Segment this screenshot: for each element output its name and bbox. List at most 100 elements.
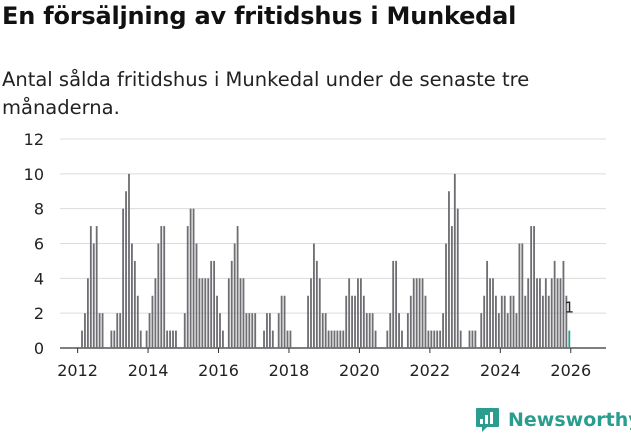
x-tick-label: 2012 [57, 361, 98, 380]
bar-latest [568, 330, 571, 348]
brand-logo[interactable]: Newsworthy [475, 406, 631, 434]
bar [515, 313, 518, 348]
bar [418, 278, 421, 348]
bar [131, 243, 133, 348]
bar [268, 313, 271, 348]
bar [556, 278, 559, 348]
bar [289, 330, 292, 348]
bar [365, 313, 368, 348]
bar [471, 330, 474, 348]
bar [169, 330, 171, 348]
bar [216, 295, 218, 348]
bar [371, 313, 374, 348]
bar [172, 330, 174, 348]
bar [362, 295, 365, 348]
bar [539, 278, 541, 348]
bar [430, 330, 433, 348]
bar [189, 208, 192, 348]
bar [242, 278, 245, 348]
bar [500, 295, 503, 348]
bar [318, 278, 321, 348]
bar [480, 313, 483, 348]
bar [166, 330, 169, 348]
bar [84, 313, 86, 348]
newsworthy-logo-icon [475, 406, 500, 434]
bar [110, 330, 113, 348]
bar [553, 260, 556, 348]
bar [136, 295, 139, 348]
bar [336, 330, 339, 348]
bar [245, 313, 248, 348]
bar [497, 313, 500, 348]
bar [409, 295, 412, 348]
bar [433, 330, 436, 348]
bar [559, 278, 562, 348]
bar [518, 243, 521, 348]
bar [415, 278, 418, 348]
y-tick-label: 10 [24, 165, 44, 184]
x-tick-label: 2020 [339, 361, 380, 380]
bar [248, 313, 251, 348]
bar [186, 226, 189, 348]
bar [345, 295, 348, 348]
y-tick-label: 8 [34, 200, 44, 219]
bar [125, 191, 127, 348]
bar [233, 243, 236, 348]
bar [183, 313, 186, 348]
bar [351, 295, 353, 348]
bar [86, 278, 89, 348]
bar [307, 295, 309, 348]
bar [330, 330, 333, 348]
y-tick-label: 6 [34, 235, 44, 254]
bar [286, 330, 289, 348]
bar [512, 295, 515, 348]
bar [277, 313, 280, 348]
y-tick-label: 0 [34, 339, 44, 358]
bar [541, 295, 544, 348]
bar [139, 330, 142, 348]
bar [412, 278, 415, 348]
x-tick-label: 2024 [480, 361, 521, 380]
bar [453, 173, 456, 348]
bar [439, 330, 442, 348]
bar [213, 260, 216, 348]
bar [509, 295, 512, 348]
bar [442, 313, 444, 348]
latest-value-label: 1 [565, 299, 575, 317]
bar [406, 313, 409, 348]
bar [324, 313, 327, 348]
bar [392, 260, 395, 348]
bar [468, 330, 471, 348]
bar [492, 278, 494, 348]
brand-name: Newsworthy [508, 409, 631, 431]
bar [81, 330, 83, 348]
bar [219, 313, 221, 348]
bar [128, 173, 130, 348]
bar [395, 260, 398, 348]
bar [368, 313, 371, 348]
bar [401, 330, 403, 348]
bar [122, 208, 125, 348]
bar [327, 330, 330, 348]
bar [151, 295, 154, 348]
bar [116, 313, 119, 348]
bar [547, 295, 550, 348]
bar [195, 243, 198, 348]
bar [524, 295, 527, 348]
bar [421, 278, 424, 348]
bar [154, 278, 157, 348]
bar [424, 295, 427, 348]
bar [204, 278, 207, 348]
bar [339, 330, 342, 348]
y-tick-label: 4 [34, 269, 44, 288]
bar [544, 278, 547, 348]
bar [113, 330, 116, 348]
bar [389, 313, 392, 348]
bar [550, 278, 553, 348]
x-tick-label: 2014 [128, 361, 169, 380]
bar [562, 260, 565, 348]
bar [101, 313, 104, 348]
x-tick-label: 2016 [198, 361, 239, 380]
bar [163, 226, 166, 348]
bar [119, 313, 122, 348]
